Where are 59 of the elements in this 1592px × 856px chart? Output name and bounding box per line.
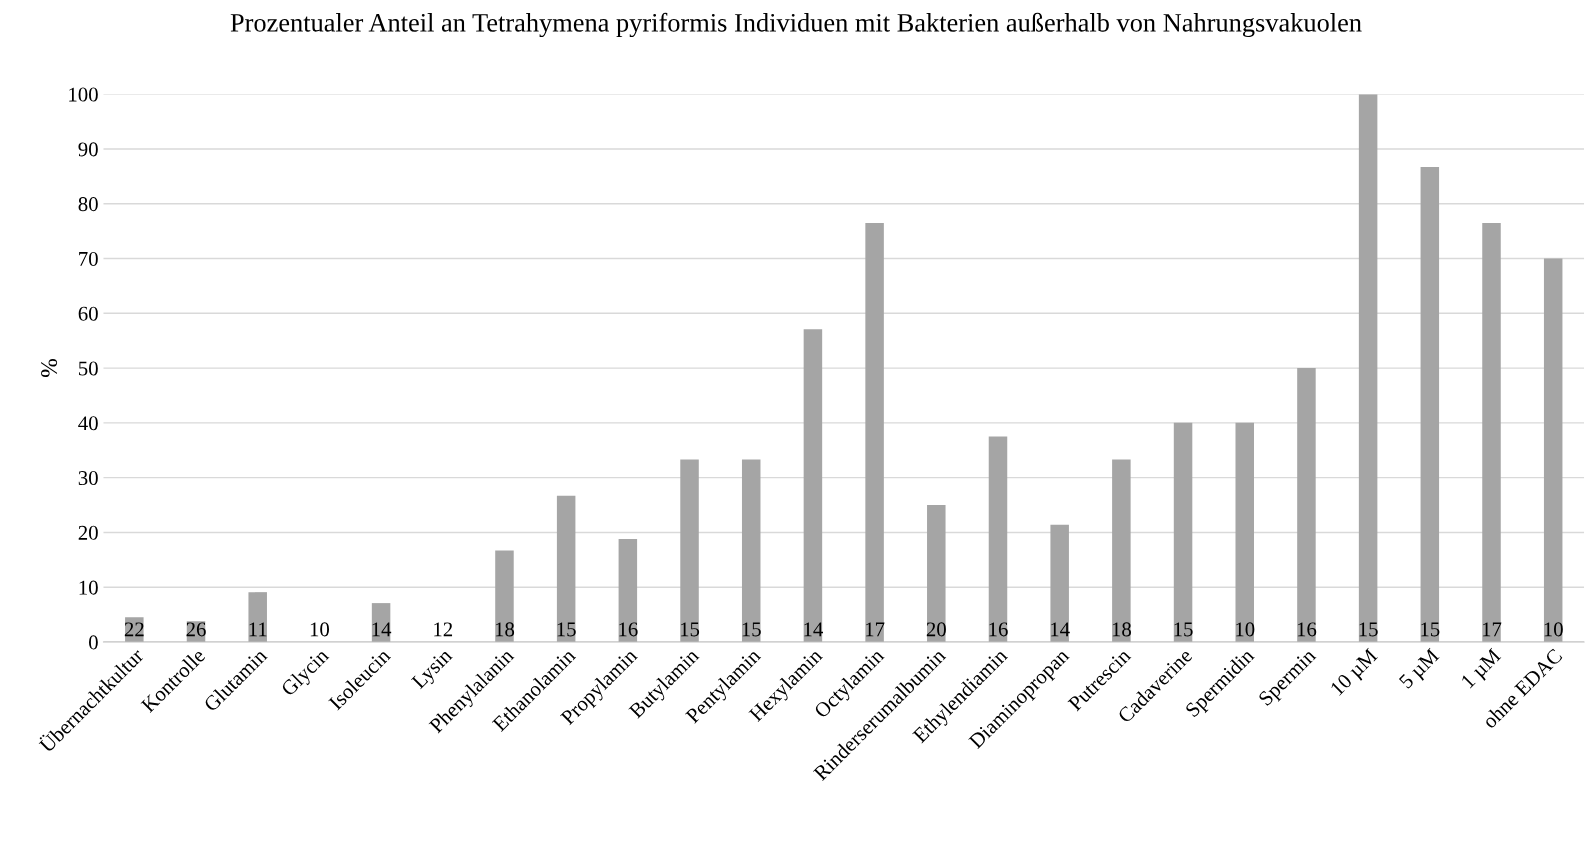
bar xyxy=(988,436,1008,642)
annotation: 18 xyxy=(1112,622,1131,637)
annotation: 17 xyxy=(1482,622,1502,637)
chart-title: Prozentualer Anteil an Tetrahymena pyriformis Individuen mit Bakterien außerhalb von Nahrungsvakuolen xyxy=(230,12,1362,38)
x-tick-label: 10 µM xyxy=(1329,647,1382,699)
annotation: 15 xyxy=(1359,622,1378,637)
annotation: 10 xyxy=(1544,622,1563,637)
annotation: 16 xyxy=(989,622,1008,637)
bar xyxy=(1173,422,1193,642)
bar xyxy=(618,539,638,642)
annotation: 10 xyxy=(310,622,330,637)
bar xyxy=(1297,368,1316,642)
bar xyxy=(556,495,576,642)
annotation: 22 xyxy=(124,622,144,637)
annotation: 14 xyxy=(1051,622,1070,637)
bar xyxy=(1420,167,1440,642)
bar xyxy=(1112,459,1131,642)
annotation: 15 xyxy=(1421,622,1440,637)
bar xyxy=(680,459,699,642)
y-tick-label: 40 xyxy=(78,416,98,431)
annotation: 12 xyxy=(434,622,453,637)
annotation: 14 xyxy=(804,622,824,637)
annotation: 14 xyxy=(372,622,392,637)
x-tick-label: 1 µM xyxy=(1460,647,1505,692)
y-tick-label: 100 xyxy=(69,87,98,102)
y-tick-label: 70 xyxy=(79,251,98,266)
y-tick-label: 50 xyxy=(79,361,98,376)
annotation: 16 xyxy=(1297,622,1317,637)
bar xyxy=(865,222,884,642)
y-axis-title: % xyxy=(41,359,58,378)
y-tick-label: 30 xyxy=(78,471,98,486)
bar xyxy=(1235,422,1254,642)
y-tick-label: 20 xyxy=(78,525,98,540)
annotation: 20 xyxy=(926,622,946,637)
annotation: 18 xyxy=(495,622,515,637)
annotation: 26 xyxy=(186,622,206,637)
annotation: 15 xyxy=(1174,622,1193,637)
y-tick-label: 80 xyxy=(78,197,98,212)
bar xyxy=(803,329,823,642)
bar xyxy=(1482,222,1501,642)
annotation: 15 xyxy=(680,622,700,637)
y-tick-label: 90 xyxy=(78,142,98,157)
annotation: 16 xyxy=(619,622,638,637)
y-tick-label: 0 xyxy=(89,635,98,650)
bar xyxy=(1543,258,1563,642)
bar xyxy=(495,550,514,642)
y-tick-label: 10 xyxy=(79,580,98,595)
annotation: 11 xyxy=(249,622,267,637)
y-tick-label: 60 xyxy=(78,306,98,321)
annotation: 15 xyxy=(557,622,576,637)
annotation: 15 xyxy=(742,622,761,637)
bar xyxy=(927,505,946,642)
bar xyxy=(1050,524,1069,642)
annotation: 17 xyxy=(866,622,885,637)
annotation: 10 xyxy=(1236,622,1255,637)
bar xyxy=(741,459,761,642)
bar xyxy=(248,592,267,642)
x-tick-label: 5 µM xyxy=(1398,647,1443,692)
bar xyxy=(1358,94,1378,642)
